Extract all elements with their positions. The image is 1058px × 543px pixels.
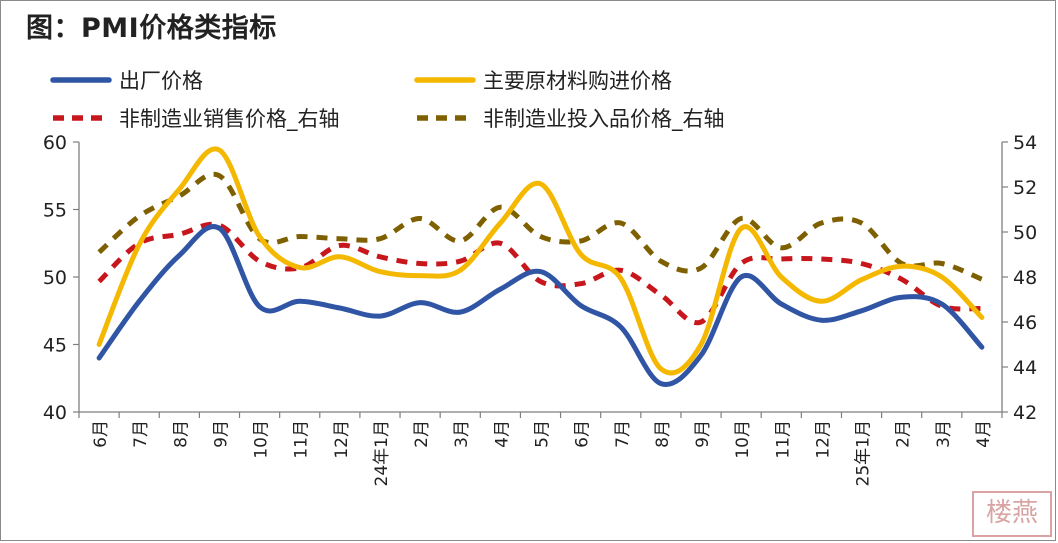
x-tick-label: 8月 <box>171 420 191 448</box>
x-tick-label: 2月 <box>894 420 914 448</box>
chart-title: 图：PMI价格类指标 <box>26 13 277 44</box>
left-tick-label: 45 <box>43 335 67 357</box>
x-tick-label: 10月 <box>733 420 753 459</box>
series-line-2 <box>96 146 985 376</box>
x-tick-label: 6月 <box>573 420 593 448</box>
x-tick-label: 7月 <box>131 420 151 448</box>
right-tick-label: 44 <box>1013 357 1037 379</box>
x-tick-label: 9月 <box>211 420 231 448</box>
x-tick-label: 12月 <box>813 420 833 459</box>
legend-label-3: 非制造业销售价格_右轴 <box>119 107 340 132</box>
watermark-seal: 楼燕 <box>972 491 1052 537</box>
x-tick-label: 4月 <box>492 420 512 448</box>
right-tick-label: 50 <box>1013 222 1037 244</box>
right-tick-label: 48 <box>1013 267 1037 289</box>
left-tick-label: 40 <box>43 402 67 424</box>
right-tick-label: 46 <box>1013 312 1037 334</box>
x-tick-label: 5月 <box>533 420 553 448</box>
x-tick-label: 11月 <box>292 420 312 459</box>
left-tick-label: 50 <box>43 267 67 289</box>
series-lines <box>96 146 985 387</box>
x-tick-label: 12月 <box>332 420 352 459</box>
x-tick-label: 6月 <box>91 420 111 448</box>
x-tick-label: 24年1月 <box>372 420 392 486</box>
right-tick-label: 52 <box>1013 177 1037 199</box>
x-tick-label: 7月 <box>613 420 633 448</box>
x-tick-label: 25年1月 <box>854 420 874 486</box>
series-line-3 <box>97 221 983 326</box>
legend-label-4: 非制造业投入品价格_右轴 <box>483 107 725 132</box>
x-tick-label: 9月 <box>693 420 713 448</box>
series-line-4 <box>97 171 983 282</box>
x-tick-label: 4月 <box>974 420 994 448</box>
right-tick-label: 54 <box>1013 132 1037 154</box>
left-tick-label: 60 <box>43 132 67 154</box>
x-tick-label: 2月 <box>412 420 432 448</box>
x-tick-label: 3月 <box>934 420 954 448</box>
x-tick-label: 10月 <box>252 420 272 459</box>
series-line-1 <box>96 224 985 387</box>
legend-label-2: 主要原材料购进价格 <box>483 69 672 93</box>
x-tick-label: 8月 <box>653 420 673 448</box>
x-tick-label: 11月 <box>773 420 793 459</box>
left-tick-label: 55 <box>43 200 67 222</box>
right-tick-label: 42 <box>1013 402 1037 424</box>
axes: 40 45 50 55 60 42 44 46 48 50 52 54 6月 7月 8月 9月 10月 11月 12… <box>43 132 1037 486</box>
x-tick-label: 3月 <box>452 420 472 448</box>
legend-label-1: 出厂价格 <box>119 69 203 93</box>
